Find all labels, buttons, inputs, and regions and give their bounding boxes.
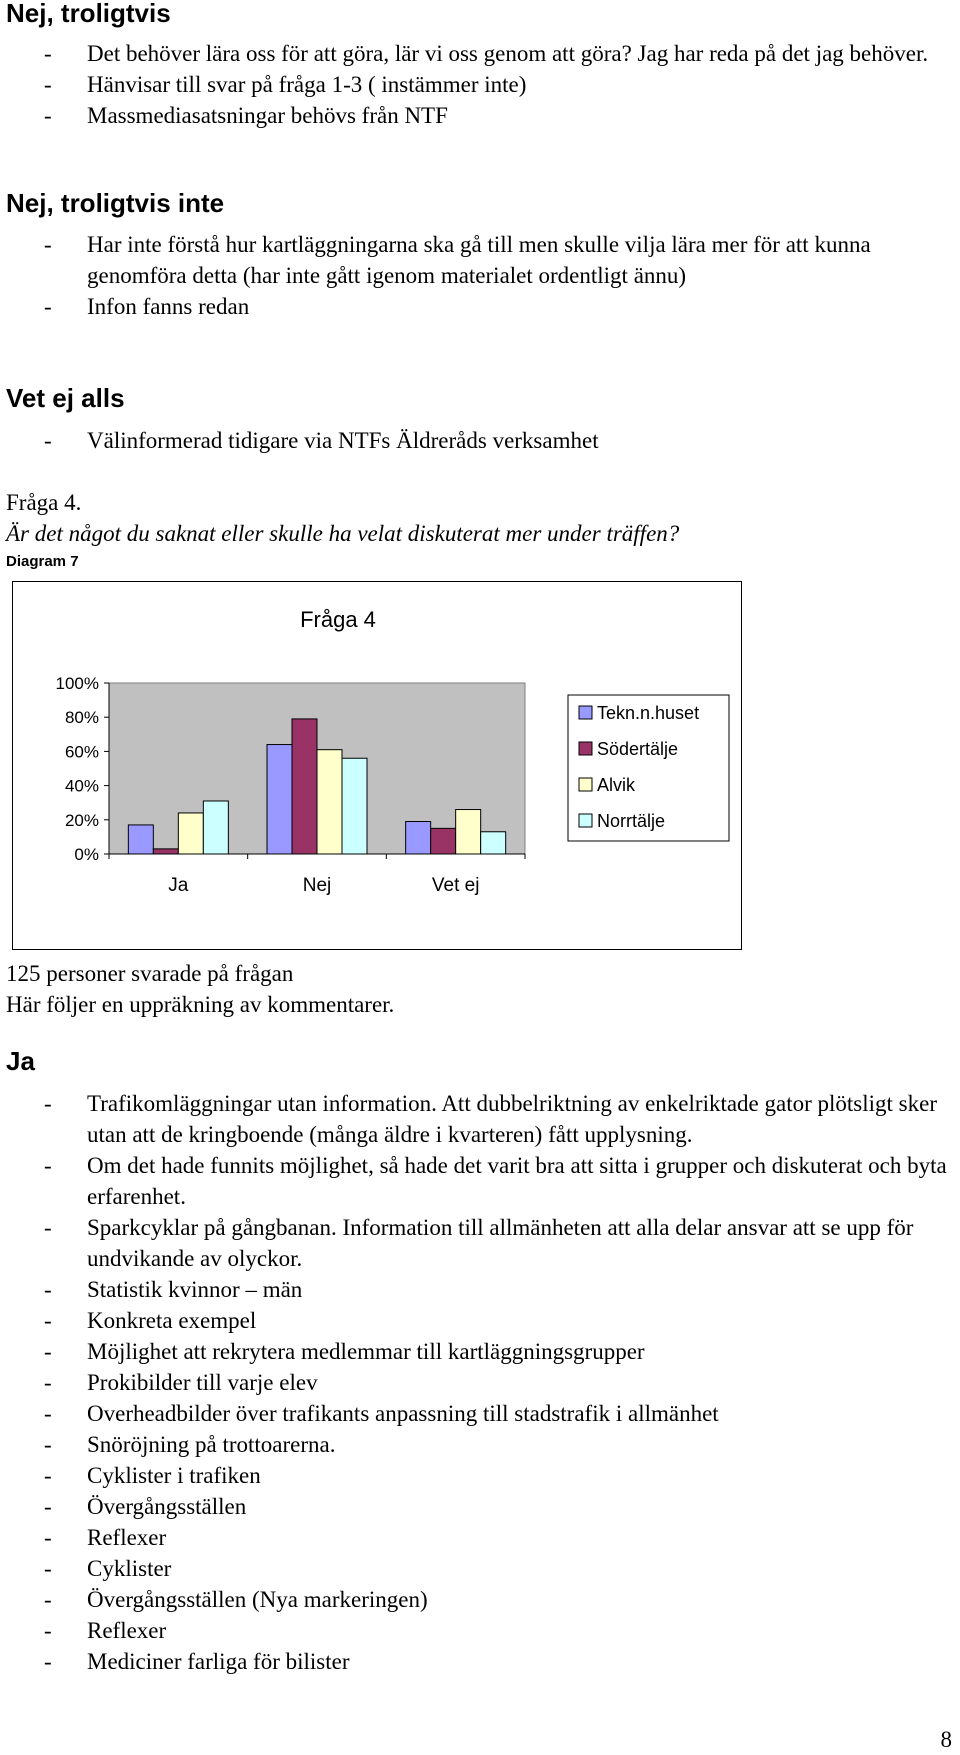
- list-item: Hänvisar till svar på fråga 1-3 ( instäm…: [44, 69, 954, 100]
- chart-title: Fråga 4: [300, 607, 376, 632]
- x-tick-label: Ja: [168, 875, 189, 896]
- list-item: Overheadbilder över trafikants anpassnin…: [44, 1398, 954, 1429]
- list-item: Sparkcyklar på gångbanan. Information ti…: [44, 1212, 954, 1274]
- list-item: Möjlighet att rekrytera medlemmar till k…: [44, 1336, 954, 1367]
- bar-chart: Fråga 4 0% 20% 40% 60% 80% 100% Ja Nej Vet ej Tekn…: [56, 607, 730, 896]
- list-item: Om det hade funnits möjlighet, så hade d…: [44, 1150, 954, 1212]
- y-tick-label: 40%: [65, 777, 99, 796]
- list-item: Cyklister i trafiken: [44, 1460, 954, 1491]
- list-item: Reflexer: [44, 1522, 954, 1553]
- y-tick-label: 20%: [65, 811, 99, 830]
- list-item: Snöröjning på trottoarerna.: [44, 1429, 954, 1460]
- diagram-caption: Diagram 7: [6, 553, 79, 570]
- legend-label: Tekn.n.huset: [597, 703, 699, 723]
- y-tick-label: 60%: [65, 742, 99, 761]
- list-item: Infon fanns redan: [44, 291, 954, 322]
- section-heading-nej-troligtvis-inte: Nej, troligtvis inte: [6, 188, 225, 218]
- question-label: Fråga 4.: [6, 490, 82, 515]
- legend-label: Alvik: [597, 775, 636, 795]
- bar: [291, 718, 318, 855]
- bar: [177, 812, 204, 855]
- list-nej-troligtvis: Det behöver lära oss för att göra, lär v…: [44, 38, 954, 131]
- bar: [341, 757, 368, 855]
- list-ja: Trafikomläggningar utan information. Att…: [44, 1088, 954, 1677]
- bar: [430, 827, 457, 855]
- bar: [266, 744, 293, 855]
- list-item: Har inte förstå hur kartläggningarna ska…: [44, 229, 954, 291]
- list-item: Det behöver lära oss för att göra, lär v…: [44, 38, 954, 69]
- question-text: Är det något du saknat eller skulle ha v…: [6, 521, 680, 546]
- y-tick-label: 100%: [56, 674, 99, 693]
- legend-swatch: [578, 741, 593, 756]
- bar: [405, 821, 432, 855]
- y-tick-label: 0%: [74, 845, 99, 864]
- bar: [480, 831, 507, 855]
- legend-swatch: [578, 705, 593, 720]
- bar: [316, 749, 343, 855]
- bar: [202, 800, 229, 855]
- list-item: Prokibilder till varje elev: [44, 1367, 954, 1398]
- list-item: Mediciner farliga för bilister: [44, 1646, 954, 1677]
- x-tick-label: Nej: [303, 875, 332, 896]
- intro-text: Här följer en uppräkning av kommentarer.: [6, 992, 395, 1017]
- list-item: Konkreta exempel: [44, 1305, 954, 1336]
- list-item: Övergångsställen (Nya markeringen): [44, 1584, 954, 1615]
- y-tick-label: 80%: [65, 708, 99, 727]
- x-tick-label: Vet ej: [432, 875, 480, 896]
- list-nej-troligtvis-inte: Har inte förstå hur kartläggningarna ska…: [44, 229, 954, 322]
- list-item: Trafikomläggningar utan information. Att…: [44, 1088, 954, 1150]
- legend-label: Norrtälje: [597, 811, 665, 831]
- list-item: Välinformerad tidigare via NTFs Äldreråd…: [44, 425, 954, 456]
- legend-box: [567, 694, 730, 842]
- section-heading-nej-troligtvis: Nej, troligtvis: [6, 0, 171, 28]
- list-item: Övergångsställen: [44, 1491, 954, 1522]
- section-heading-ja: Ja: [6, 1046, 35, 1076]
- chart-container: Fråga 4 0% 20% 40% 60% 80% 100% Ja Nej Vet ej Tekn…: [12, 581, 742, 950]
- legend-swatch: [578, 813, 593, 828]
- bar: [152, 848, 179, 855]
- section-heading-vet-ej-alls: Vet ej alls: [6, 383, 125, 413]
- legend-swatch: [578, 777, 593, 792]
- list-item: Statistik kvinnor – män: [44, 1274, 954, 1305]
- list-item: Reflexer: [44, 1615, 954, 1646]
- respondents-text: 125 personer svarade på frågan: [6, 961, 294, 986]
- bar: [455, 809, 482, 855]
- page-number: 8: [940, 1727, 953, 1752]
- bar: [127, 824, 154, 855]
- legend-label: Södertälje: [597, 739, 678, 759]
- list-item: Massmediasatsningar behövs från NTF: [44, 100, 954, 131]
- list-item: Cyklister: [44, 1553, 954, 1584]
- list-vet-ej-alls: Välinformerad tidigare via NTFs Äldreråd…: [44, 425, 954, 456]
